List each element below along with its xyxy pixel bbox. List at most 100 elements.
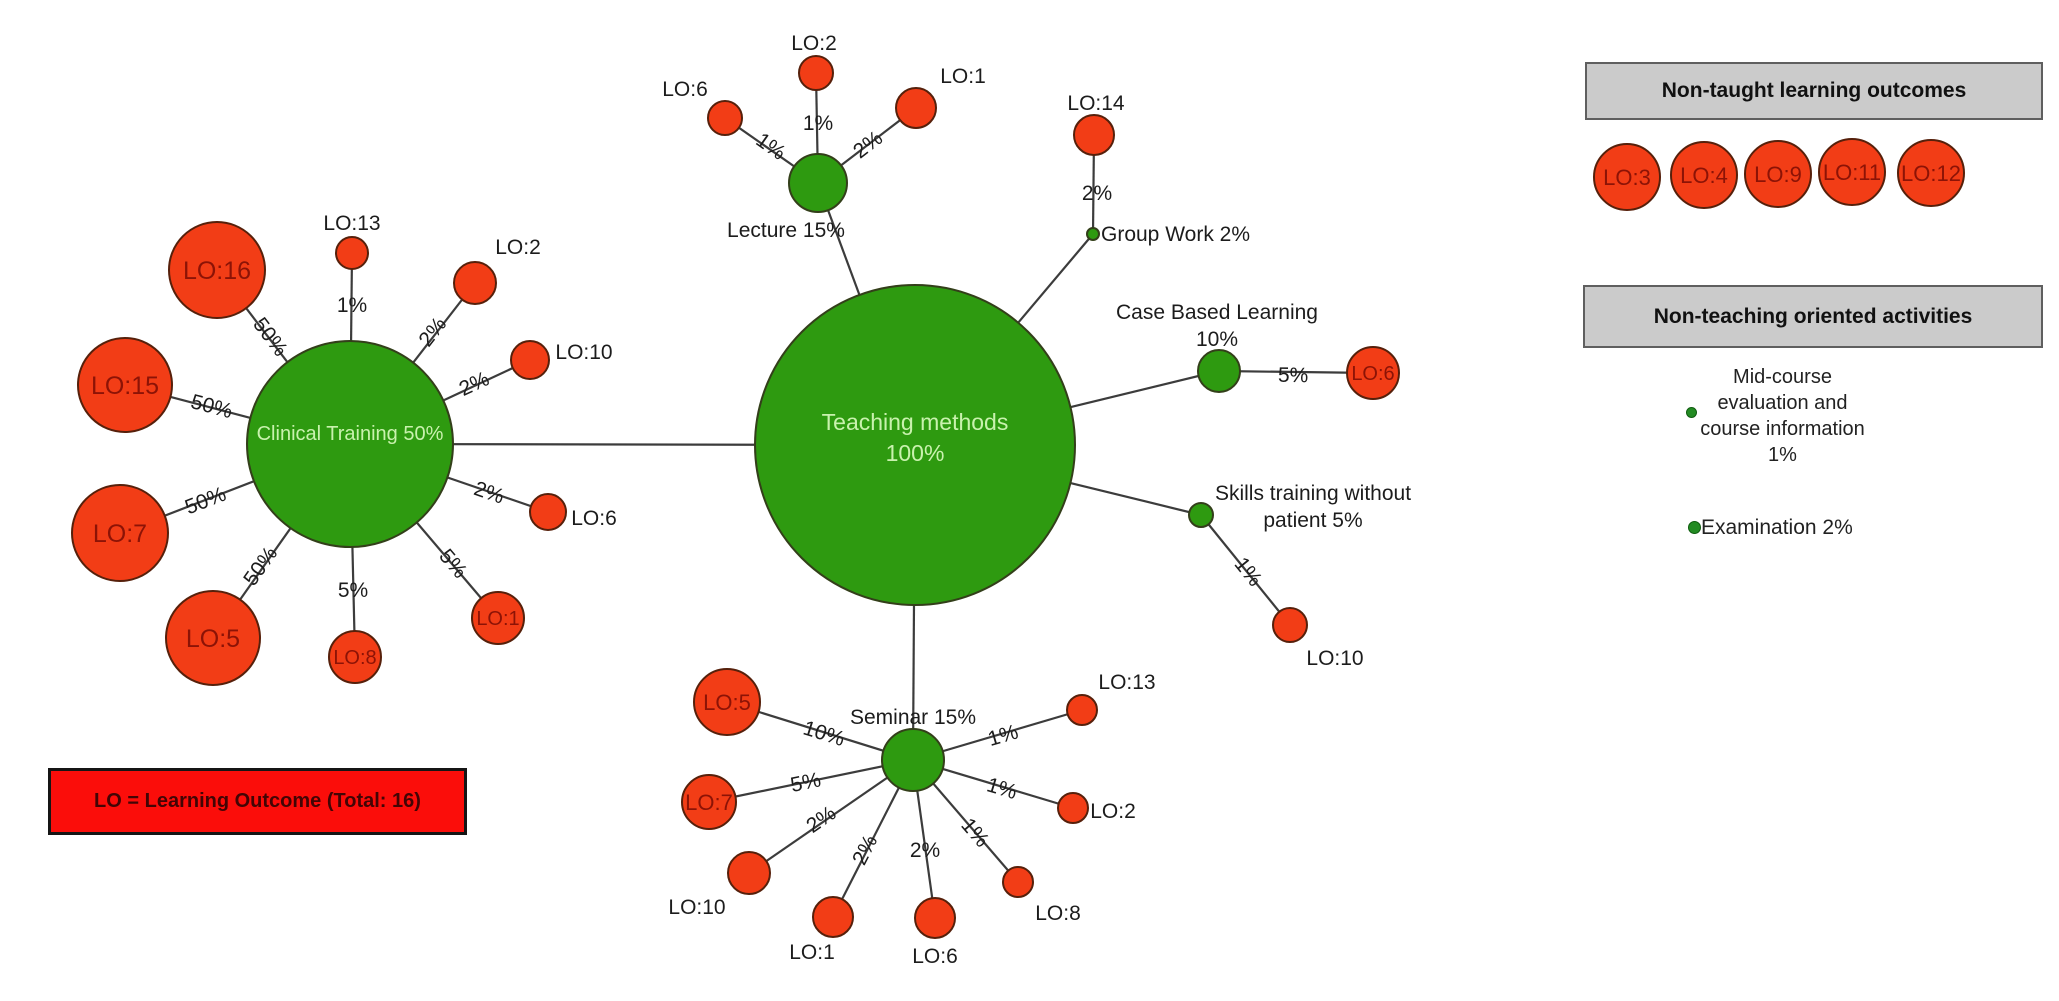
node-label-lo1-clinical: LO:1 — [476, 608, 519, 630]
node-label-lo12-panel: LO:12 — [1901, 161, 1961, 186]
mid-course-line-1: Mid-course — [1733, 366, 1832, 388]
node-lo3-panel — [1593, 143, 1661, 211]
node-label-teaching-methods-2: 100% — [886, 440, 945, 466]
node-lo13-clinical — [335, 236, 369, 270]
node-lecture — [788, 153, 848, 213]
edge-label-clinical-training--lo10-clinical: 2% — [456, 367, 493, 401]
edge-label-lecture--lo1-lecture: 2% — [849, 126, 887, 163]
node-label-lo7-seminar: LO:7 — [685, 790, 733, 815]
node-label-case-based-learning: Case Based Learning — [1116, 301, 1318, 324]
node-lo1-seminar — [812, 896, 854, 938]
node-label-lo14-groupwork: LO:14 — [1067, 92, 1125, 115]
edge-seminar--lo10-seminar — [748, 759, 914, 874]
node-label-lo5-clinical: LO:5 — [186, 625, 240, 653]
node-lo8-seminar — [1002, 866, 1034, 898]
edge-label-clinical-training--lo2-clinical: 2% — [414, 313, 451, 351]
node-label-lo9-panel: LO:9 — [1754, 162, 1802, 187]
edge-label-seminar--lo6-seminar: 2% — [910, 839, 940, 862]
examination-activity: Examination 2% — [1701, 516, 1853, 539]
node-seminar — [881, 728, 945, 792]
mid-course-activity: Mid-course evaluation and course informa… — [1695, 364, 1870, 468]
node-label-lo6-seminar: LO:6 — [912, 945, 958, 968]
node-label-lecture: Lecture 15% — [727, 219, 845, 242]
mid-course-line-4: 1% — [1768, 444, 1797, 466]
node-label-lo6-lecture: LO:6 — [662, 78, 708, 101]
node-label-lo3-panel: LO:3 — [1603, 165, 1651, 190]
node-label-lo13-seminar: LO:13 — [1098, 671, 1155, 694]
node-label-lo8-clinical: LO:8 — [333, 647, 376, 669]
labels-layer: 50%1%2%50%2%2%50%50%5%5%1%1%2%2%5%1%10%5… — [91, 32, 1961, 968]
node-lo6-lecture — [707, 100, 743, 136]
node-label-lo6-case: LO:6 — [1351, 363, 1394, 385]
node-lo15-clinical — [77, 337, 173, 433]
nodes-layer — [71, 55, 1965, 939]
node-lo13-seminar — [1066, 694, 1098, 726]
node-lo5-seminar — [693, 668, 761, 736]
node-lo10-clinical — [510, 340, 550, 380]
node-label-lo4-panel: LO:4 — [1680, 163, 1728, 188]
edge-label-seminar--lo7-seminar: 5% — [789, 768, 823, 797]
node-label-lo15-clinical: LO:15 — [91, 372, 159, 400]
node-lo7-seminar — [681, 774, 737, 830]
node-label-lo2-seminar: LO:2 — [1090, 800, 1136, 823]
node-label-lo16-clinical: LO:16 — [183, 257, 251, 285]
node-lo12-panel — [1897, 139, 1965, 207]
node-case-based-learning — [1197, 349, 1241, 393]
node-lo16-clinical — [168, 221, 266, 319]
node-label-lo6-clinical: LO:6 — [571, 507, 617, 530]
edge-label-lecture--lo2-lecture: 1% — [803, 112, 833, 135]
edge-label-clinical-training--lo15-clinical: 50% — [188, 390, 234, 423]
node-lo2-seminar — [1057, 792, 1089, 824]
node-label-lo2-lecture: LO:2 — [791, 32, 837, 55]
node-teaching-methods — [754, 284, 1076, 606]
node-lo6-clinical — [529, 493, 567, 531]
edge-label-clinical-training--lo13-clinical: 1% — [337, 294, 367, 317]
node-lo9-panel — [1744, 140, 1812, 208]
node-label-lo1-lecture: LO:1 — [940, 65, 986, 88]
node-label-lo10-clinical: LO:10 — [555, 341, 612, 364]
node-group-work — [1086, 227, 1100, 241]
edge-label-clinical-training--lo7-clinical: 50% — [182, 483, 229, 520]
node-lo5-clinical — [165, 590, 261, 686]
node-label-clinical-training: Clinical Training 50% — [257, 423, 444, 445]
node-lo10-seminar — [727, 851, 771, 895]
edge-label-case-based-learning--lo6-case: 5% — [1278, 364, 1309, 387]
node-lo4-panel — [1670, 141, 1738, 209]
node-label-seminar: Seminar 15% — [850, 706, 976, 729]
node-label-lo13-clinical: LO:13 — [323, 212, 380, 235]
node-label-group-work: Group Work 2% — [1101, 223, 1250, 246]
node-label-lo5-seminar: LO:5 — [703, 690, 751, 715]
mid-course-dot-icon — [1686, 407, 1697, 418]
node-label-lo10-seminar: LO:10 — [668, 896, 725, 919]
edge-label-seminar--lo1-seminar: 2% — [848, 831, 882, 868]
node-lo7-clinical — [71, 484, 169, 582]
node-lo11-panel — [1818, 138, 1886, 206]
node-label-lo7-clinical: LO:7 — [93, 520, 147, 548]
edge-label-seminar--lo5-seminar: 10% — [800, 717, 847, 751]
node-label-skills-training-2: patient 5% — [1263, 509, 1362, 532]
non-teaching-header: Non-teaching oriented activities — [1583, 285, 2043, 348]
node-label-skills-training: Skills training without — [1215, 482, 1411, 505]
node-label-lo8-seminar: LO:8 — [1035, 902, 1081, 925]
mid-course-line-2: evaluation and — [1717, 392, 1848, 414]
mid-course-line-3: course information — [1700, 418, 1865, 440]
lo-legend-box: LO = Learning Outcome (Total: 16) — [48, 768, 467, 835]
node-lo8-clinical — [328, 630, 382, 684]
node-label-teaching-methods: Teaching methods — [822, 409, 1009, 435]
edge-seminar--lo7-seminar — [708, 758, 914, 804]
node-skills-training — [1188, 502, 1214, 528]
edge-label-seminar--lo2-seminar: 1% — [984, 773, 1020, 804]
node-lo10-skills — [1272, 607, 1308, 643]
node-lo2-lecture — [798, 55, 834, 91]
node-label-lo1-seminar: LO:1 — [789, 941, 835, 964]
node-label-case-based-learning-2: 10% — [1196, 328, 1238, 351]
examination-dot-icon — [1688, 521, 1701, 534]
node-lo1-clinical — [471, 591, 525, 645]
edge-label-seminar--lo13-seminar: 1% — [985, 720, 1021, 751]
non-taught-header: Non-taught learning outcomes — [1585, 62, 2043, 120]
node-label-lo11-panel: LO:11 — [1823, 160, 1881, 185]
node-lo2-clinical — [453, 261, 497, 305]
node-lo14-groupwork — [1073, 114, 1115, 156]
node-lo6-case — [1346, 346, 1400, 400]
node-lo1-lecture — [895, 87, 937, 129]
